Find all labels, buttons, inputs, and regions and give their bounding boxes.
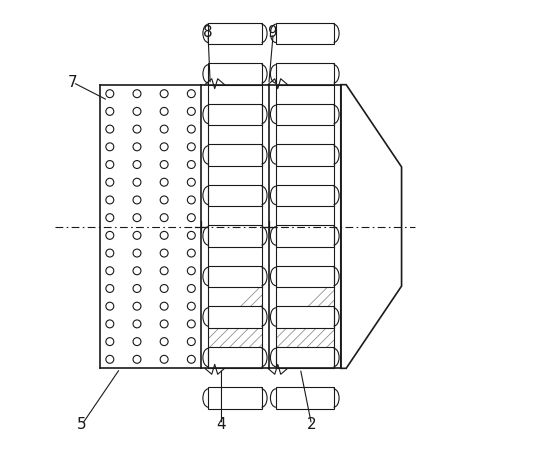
Polygon shape <box>276 23 334 44</box>
Polygon shape <box>276 225 334 247</box>
Text: 4: 4 <box>217 417 227 432</box>
Text: 9: 9 <box>269 25 278 40</box>
Polygon shape <box>276 306 334 328</box>
Polygon shape <box>276 104 334 125</box>
Polygon shape <box>276 63 334 85</box>
Polygon shape <box>276 265 334 287</box>
Polygon shape <box>208 347 262 368</box>
Polygon shape <box>276 387 334 409</box>
Polygon shape <box>208 23 262 44</box>
Polygon shape <box>208 63 262 85</box>
Polygon shape <box>208 387 262 409</box>
Polygon shape <box>276 185 334 206</box>
Polygon shape <box>208 144 262 166</box>
Polygon shape <box>276 144 334 166</box>
Polygon shape <box>276 347 334 368</box>
Text: 5: 5 <box>77 417 87 432</box>
Polygon shape <box>208 185 262 206</box>
Polygon shape <box>208 306 262 328</box>
Text: 8: 8 <box>203 25 213 40</box>
Polygon shape <box>208 225 262 247</box>
Polygon shape <box>208 104 262 125</box>
Polygon shape <box>208 265 262 287</box>
Text: 2: 2 <box>306 417 316 432</box>
Text: 7: 7 <box>68 75 78 90</box>
